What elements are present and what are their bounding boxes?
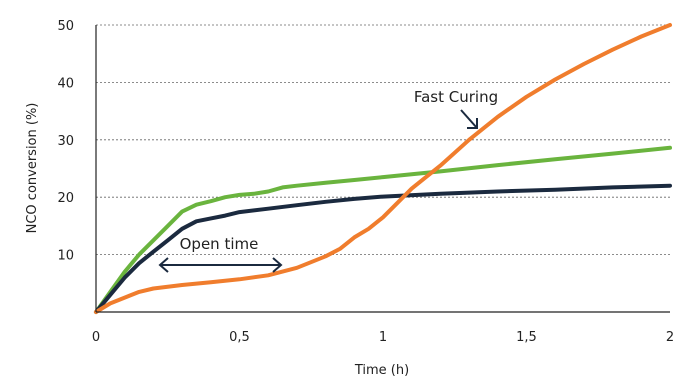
- series-layer: [94, 23, 672, 314]
- open-time-arrow-head-left: [158, 257, 169, 273]
- series-line-0: [94, 145, 672, 314]
- tick-layer: 0 0,5 1 1,5 2 10 20 30 40 50: [57, 19, 674, 345]
- y-tick-label: 40: [57, 76, 74, 91]
- axis-layer: [95, 25, 670, 313]
- open-time-arrow-head-right: [272, 257, 283, 273]
- fast-curing-arrow-head: [467, 118, 478, 129]
- series-line-1: [94, 183, 672, 314]
- series-line-2: [94, 23, 672, 314]
- fast-curing-label: Fast Curing: [414, 88, 498, 106]
- annotation-fast-curing: Fast Curing: [414, 88, 498, 129]
- x-tick-label: 1: [379, 330, 387, 345]
- x-tick-label: 0: [92, 330, 100, 345]
- x-tick-label: 1,5: [516, 330, 537, 345]
- y-axis-label: NCO conversion (%): [25, 103, 40, 234]
- open-time-label: Open time: [180, 235, 259, 253]
- x-axis-label: Time (h): [354, 363, 409, 378]
- annotation-open-time: Open time: [158, 235, 283, 273]
- fast-curing-arrow-shaft: [460, 109, 478, 129]
- y-tick-label: 10: [57, 249, 74, 264]
- x-tick-label: 2: [666, 330, 674, 345]
- y-tick-label: 30: [57, 134, 74, 149]
- y-tick-label: 50: [57, 19, 74, 34]
- y-tick-label: 20: [57, 191, 74, 206]
- x-tick-label: 0,5: [229, 330, 250, 345]
- grid-layer: [96, 24, 670, 256]
